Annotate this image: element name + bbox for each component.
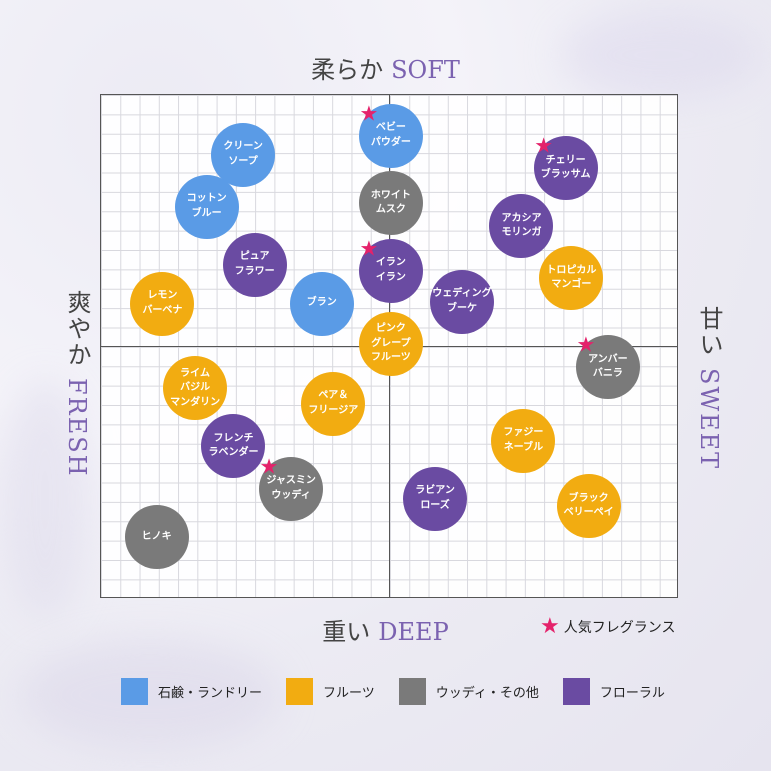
- legend-item-floral: フローラル: [562, 678, 665, 705]
- fragrance-bubble: ライム バジル マンダリン: [163, 356, 228, 421]
- fragrance-bubble: ウェディング ブーケ: [429, 269, 494, 334]
- axis-label-bottom: 重い DEEP: [0, 612, 771, 647]
- fragrance-bubble: アンバー バニラ: [575, 335, 640, 400]
- legend-swatch: [562, 678, 590, 705]
- background-cloud: [0, 380, 90, 620]
- axis-top-ja: 柔らか: [311, 56, 384, 84]
- popular-legend: ★ 人気フレグランス: [540, 616, 675, 638]
- axis-bottom-ja: 重い: [322, 618, 371, 646]
- axis-left-en: FRESH: [63, 378, 91, 478]
- fragrance-bubble: コットン ブルー: [174, 174, 239, 239]
- fragrance-bubble: ベビー パウダー: [358, 103, 423, 168]
- legend-item-fruit: フルーツ: [286, 678, 375, 705]
- fragrance-bubble: ピュア フラワー: [222, 232, 287, 297]
- popular-star-icon: ★: [534, 133, 554, 158]
- fragrance-bubble: ラビアン ローズ: [403, 466, 468, 531]
- axis-top-en: SOFT: [391, 56, 460, 84]
- legend-label: フルーツ: [323, 686, 375, 701]
- fragrance-bubble: レモン バーベナ: [130, 271, 195, 336]
- popular-star-icon: ★: [359, 236, 379, 261]
- background-cloud: [560, 10, 760, 100]
- fragrance-bubble: クリーン ソープ: [211, 122, 276, 187]
- legend-label: ウッディ・その他: [435, 686, 539, 701]
- axis-left-ja: 爽やか: [63, 290, 91, 368]
- fragrance-bubble: ジャスミン ウッディ: [259, 456, 324, 521]
- fragrance-bubble: ホワイト ムスク: [358, 171, 423, 236]
- fragrance-bubble: チェリー ブラッサム: [533, 136, 598, 201]
- fragrance-bubble: ヒノキ: [124, 505, 189, 570]
- fragrance-bubble: ブラン: [289, 271, 354, 336]
- popular-star-icon: ★: [259, 454, 279, 479]
- legend-item-soap: 石鹸・ランドリー: [121, 678, 262, 705]
- positioning-map: ベビー パウダー ★ クリーン ソープ コットン ブルー ブラン ホワイト ムスク チェリー…: [100, 94, 678, 598]
- fragrance-bubble: ブラック ベリーペイ: [556, 474, 621, 539]
- legend-swatch: [398, 678, 426, 705]
- legend-item-woody: ウッディ・その他: [398, 678, 539, 705]
- axis-label-right: 甘い SWEET: [692, 306, 727, 470]
- fragrance-bubble: ファジー ネーブル: [491, 408, 556, 473]
- axis-bottom-en: DEEP: [378, 618, 449, 646]
- axis-label-top: 柔らか SOFT: [0, 50, 771, 85]
- legend-label: 石鹸・ランドリー: [158, 686, 263, 701]
- legend-swatch: [121, 678, 148, 705]
- fragrance-bubble: ペア＆ フリージア: [301, 371, 366, 436]
- axis-right-en: SWEET: [695, 368, 723, 471]
- fragrance-bubble: ピンク グレープ フルーツ: [358, 312, 423, 377]
- fragrance-bubble: イラン イラン: [358, 238, 423, 303]
- legend-label: フローラル: [599, 686, 665, 701]
- fragrance-bubble: フレンチ ラベンダー: [201, 414, 266, 479]
- star-icon: ★: [540, 614, 560, 639]
- popular-star-icon: ★: [576, 332, 596, 357]
- category-legend: 石鹸・ランドリー フルーツ ウッディ・その他 フローラル: [121, 678, 689, 705]
- popular-star-icon: ★: [359, 101, 379, 126]
- axis-label-left: 爽やか FRESH: [60, 290, 95, 478]
- popular-legend-label: 人気フレグランス: [563, 620, 676, 636]
- background-cloud: [20, 640, 280, 750]
- legend-swatch: [286, 678, 314, 705]
- axis-right-ja: 甘い: [695, 306, 723, 358]
- fragrance-bubble: トロピカル マンゴー: [539, 246, 604, 311]
- fragrance-bubble: アカシア モリンガ: [489, 194, 554, 259]
